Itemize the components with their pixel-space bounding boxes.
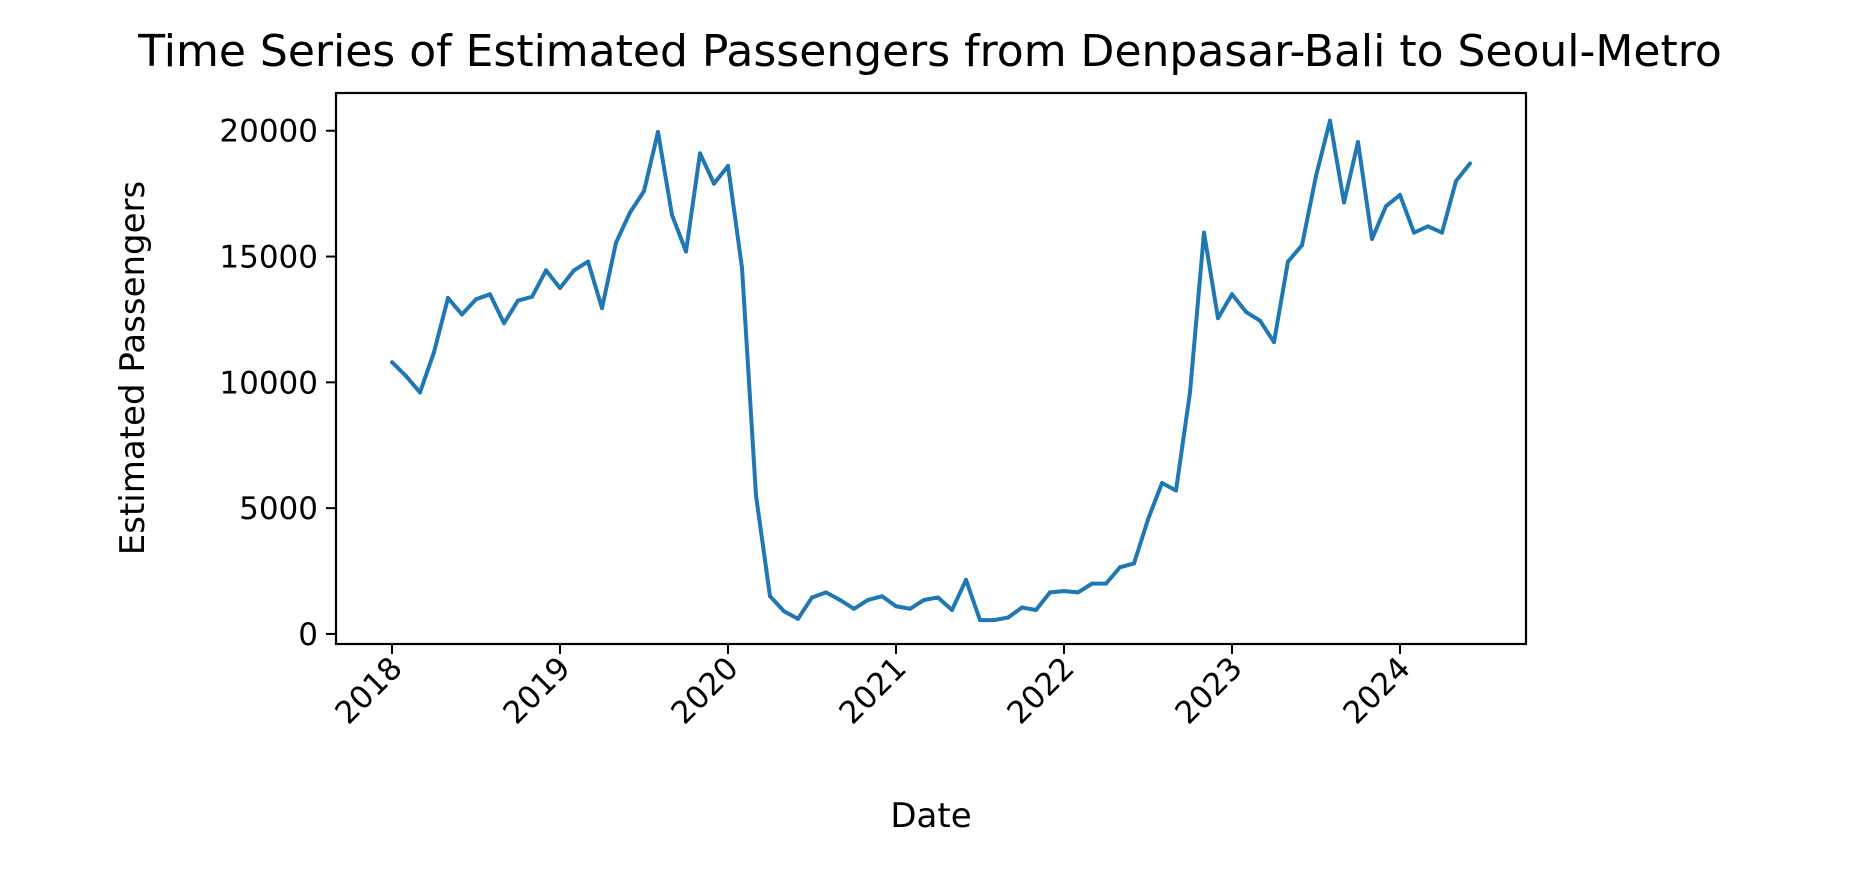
data-point: [1034, 608, 1038, 613]
data-point: [474, 297, 478, 302]
data-point: [1412, 230, 1416, 235]
data-point: [1174, 488, 1178, 493]
data-point: [1286, 259, 1290, 264]
data-point: [838, 597, 842, 602]
y-axis-label: Estimated Passengers: [113, 181, 153, 555]
data-point: [1426, 224, 1430, 229]
data-point: [600, 306, 604, 311]
data-point: [586, 259, 590, 264]
data-point: [1048, 590, 1052, 595]
data-point: [1202, 230, 1206, 235]
data-point: [614, 240, 618, 245]
data-point: [852, 606, 856, 611]
data-point: [768, 594, 772, 599]
data-point: [1006, 615, 1010, 620]
data-point: [712, 181, 716, 186]
data-point: [1300, 243, 1304, 248]
data-point: [502, 321, 506, 326]
data-point: [866, 597, 870, 602]
data-point: [908, 606, 912, 611]
data-point: [1244, 309, 1248, 314]
chart-title: Time Series of Estimated Passengers from…: [137, 26, 1722, 77]
data-point: [936, 595, 940, 600]
data-point: [544, 268, 548, 273]
data-point: [978, 618, 982, 623]
data-point: [1076, 590, 1080, 595]
data-point: [726, 163, 730, 168]
y-tick-label: 10000: [219, 365, 318, 401]
y-tick-label: 15000: [219, 240, 318, 276]
y-tick-label: 0: [298, 617, 318, 653]
data-point: [558, 285, 562, 290]
data-point: [1216, 316, 1220, 321]
data-point: [1188, 390, 1192, 395]
data-point: [1384, 204, 1388, 209]
data-point: [1062, 589, 1066, 594]
data-point: [1272, 340, 1276, 345]
data-point: [1258, 318, 1262, 323]
data-point: [404, 374, 408, 379]
data-point: [782, 609, 786, 614]
x-axis-label: Date: [890, 796, 971, 836]
data-point: [1104, 581, 1108, 586]
data-point: [964, 577, 968, 582]
data-point: [516, 298, 520, 303]
data-point: [950, 608, 954, 613]
data-point: [530, 294, 534, 299]
data-point: [1468, 161, 1472, 166]
data-point: [390, 360, 394, 365]
data-point: [1328, 118, 1332, 123]
data-point: [670, 213, 674, 218]
data-point: [1356, 140, 1360, 145]
data-point: [740, 265, 744, 270]
data-point: [642, 189, 646, 194]
data-point: [1020, 605, 1024, 610]
data-point: [796, 616, 800, 621]
data-point: [992, 618, 996, 623]
data-point: [698, 151, 702, 156]
data-point: [824, 590, 828, 595]
data-point: [446, 296, 450, 301]
data-point: [922, 597, 926, 602]
data-point: [684, 249, 688, 254]
data-point: [460, 312, 464, 317]
data-point: [1132, 561, 1136, 566]
data-point: [418, 390, 422, 395]
data-point: [754, 493, 758, 498]
data-point: [1440, 230, 1444, 235]
data-point: [810, 595, 814, 600]
data-point: [1370, 236, 1374, 241]
data-point: [880, 594, 884, 599]
data-point: [1342, 200, 1346, 205]
plot-area: [390, 118, 1472, 623]
data-point: [656, 130, 660, 134]
data-point: [572, 268, 576, 273]
data-point: [1314, 174, 1318, 179]
data-point: [1454, 179, 1458, 184]
data-point: [894, 604, 898, 609]
series-line: [390, 118, 1472, 623]
data-point: [628, 210, 632, 215]
plot-frame: [334, 91, 1528, 646]
data-point: [1090, 581, 1094, 586]
data-point: [1118, 565, 1122, 570]
data-point: [1398, 192, 1402, 197]
data-point: [432, 350, 436, 355]
data-point: [1146, 517, 1150, 522]
data-point: [1230, 292, 1234, 297]
data-point: [488, 292, 492, 297]
y-tick-label: 5000: [239, 491, 318, 527]
data-point: [1160, 480, 1164, 485]
y-tick-label: 20000: [219, 114, 318, 150]
